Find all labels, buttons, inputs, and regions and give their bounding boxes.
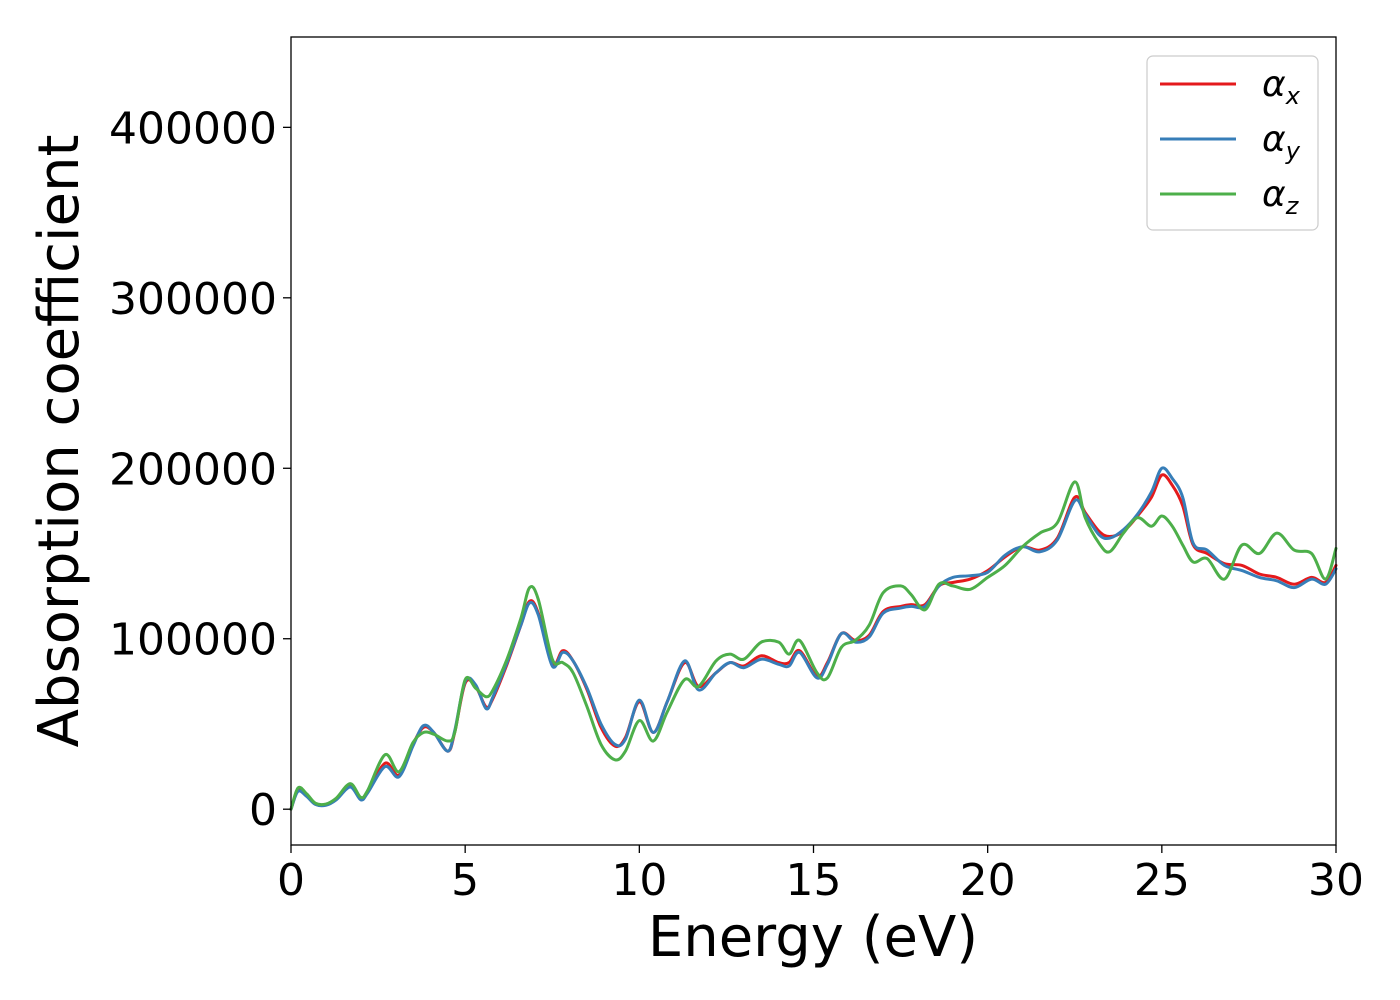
x-axis-label: Energy (eV) (648, 905, 978, 970)
x-tick-label: 5 (451, 855, 479, 906)
y-axis-label: Absorption coefficient (27, 135, 92, 748)
legend-label-z: αz (1262, 174, 1300, 220)
y-tick-label: 300000 (109, 274, 277, 325)
y-tick-label: 100000 (109, 615, 277, 666)
series-line-z (289, 480, 1338, 811)
series-layer (289, 466, 1338, 811)
tick-layer: 0 5 10 15 20 25 30 0 100000 200000 300000 400000 (109, 103, 1364, 906)
y-tick-label: 400000 (109, 103, 277, 154)
y-tick-label: 200000 (109, 444, 277, 495)
x-tick-label: 25 (1134, 855, 1190, 906)
x-tick-label: 0 (277, 855, 305, 906)
legend-box (1146, 55, 1319, 231)
legend-label-x: αx (1262, 64, 1301, 110)
plot-frame (290, 36, 1337, 846)
y-tick-label: 0 (249, 785, 277, 836)
x-tick-label: 20 (960, 855, 1016, 906)
x-tick-label: 30 (1308, 855, 1364, 906)
legend-label-y: αy (1262, 119, 1301, 165)
x-tick-label: 10 (611, 855, 667, 906)
legend: αx αy αz (1146, 55, 1319, 231)
x-tick-label: 15 (786, 855, 842, 906)
